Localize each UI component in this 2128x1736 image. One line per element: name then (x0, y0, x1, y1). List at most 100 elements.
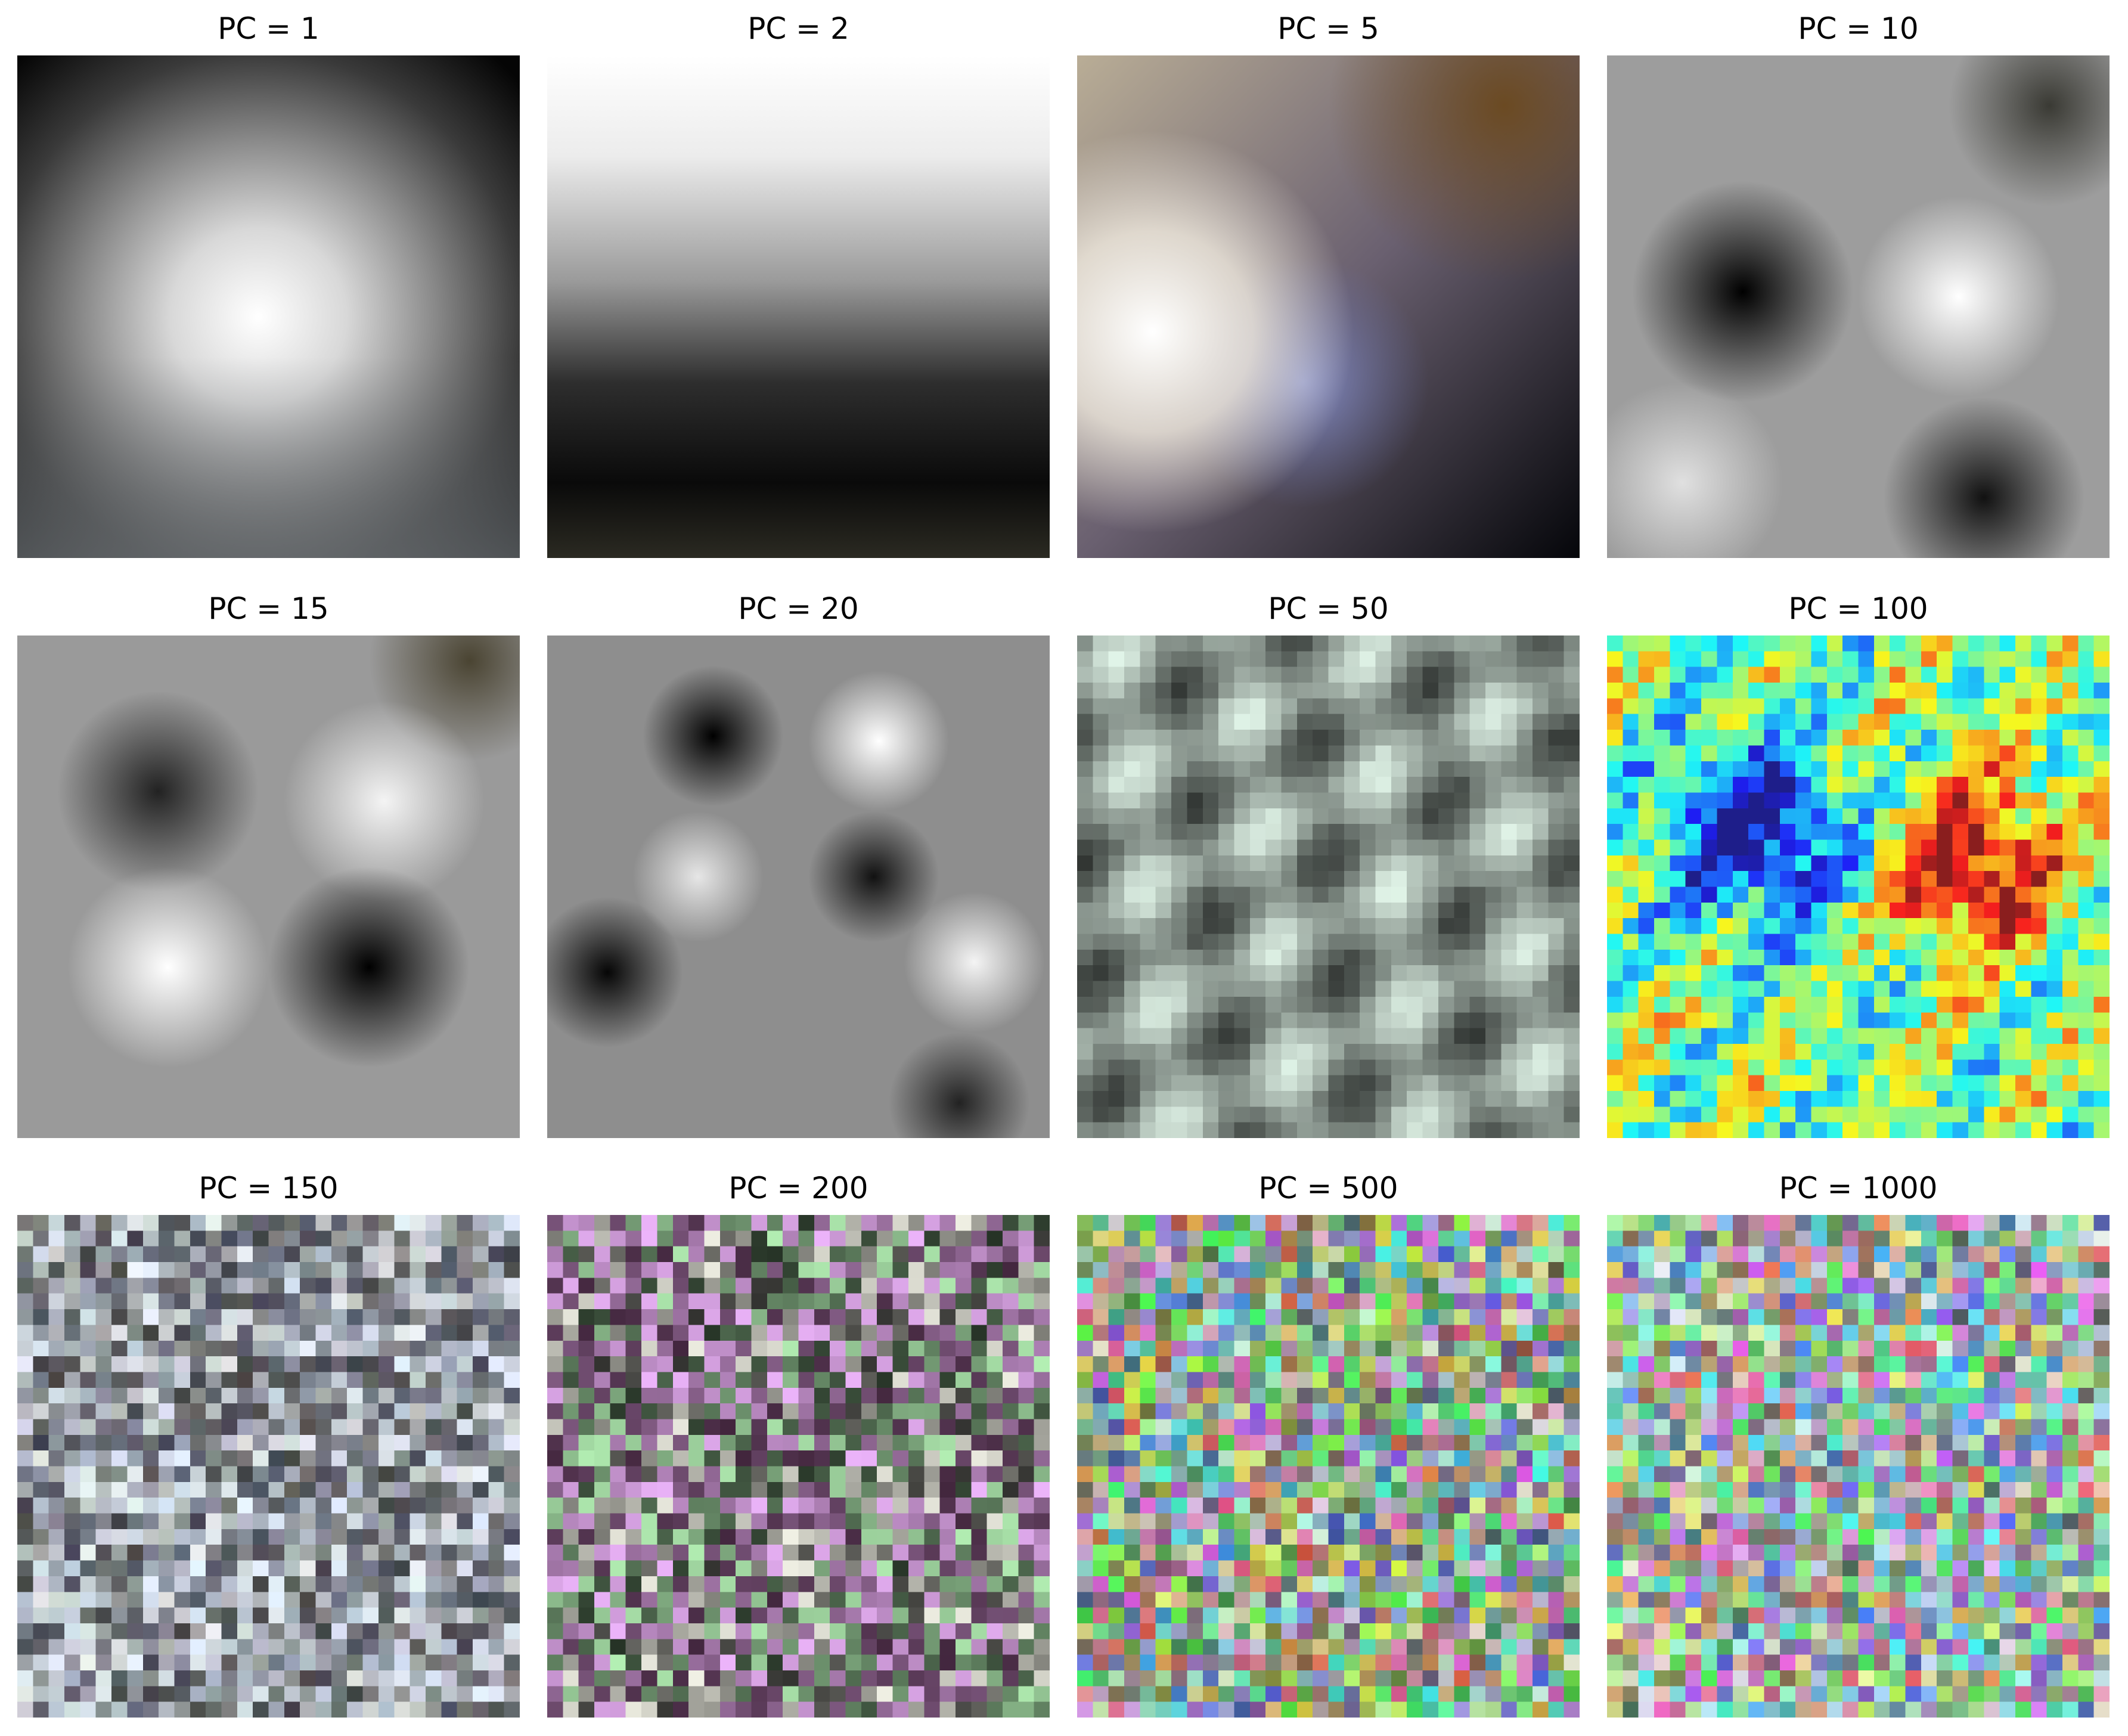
texture-pixel (594, 1576, 610, 1592)
texture-pixel (1779, 855, 1796, 872)
texture-pixel (1764, 886, 1780, 903)
texture-pixel (1984, 1012, 2000, 1029)
texture-pixel (1344, 1028, 1360, 1044)
texture-pixel (1485, 730, 1502, 746)
texture-pixel (1532, 1607, 1549, 1624)
texture-pixel (2031, 1012, 2048, 1029)
texture-pixel (1873, 1075, 1890, 1092)
texture-pixel (1171, 1560, 1187, 1577)
texture-pixel (347, 1639, 364, 1656)
texture-pixel (1265, 1466, 1282, 1483)
texture-pixel (1077, 1466, 1093, 1483)
texture-pixel (362, 1340, 379, 1357)
texture-pixel (672, 1639, 689, 1656)
texture-pixel (1532, 1450, 1549, 1467)
texture-pixel (736, 1450, 752, 1467)
texture-pixel (457, 1278, 473, 1294)
texture-pixel (33, 1592, 49, 1608)
texture-pixel (751, 1419, 768, 1436)
texture-pixel (1454, 1403, 1471, 1419)
texture-pixel (1187, 1560, 1203, 1577)
texture-pixel (80, 1701, 97, 1718)
texture-pixel (845, 1623, 862, 1639)
texture-pixel (1265, 1450, 1282, 1467)
texture-pixel (1034, 1387, 1050, 1404)
texture-pixel (1485, 745, 1502, 762)
texture-pixel (845, 1387, 862, 1404)
texture-pixel (111, 1403, 128, 1419)
texture-pixel (1140, 1043, 1156, 1060)
texture-pixel (1360, 1576, 1376, 1592)
texture-pixel (1984, 871, 2000, 888)
texture-pixel (1124, 1356, 1140, 1372)
texture-pixel (315, 1450, 332, 1467)
texture-pixel (1218, 777, 1234, 793)
texture-pixel (1140, 1592, 1156, 1608)
texture-pixel (1623, 714, 1639, 730)
texture-pixel (362, 1372, 379, 1388)
texture-pixel (1249, 1403, 1266, 1419)
texture-pixel (892, 1498, 909, 1514)
texture-pixel (1764, 761, 1780, 777)
texture-pixel (610, 1592, 626, 1608)
texture-pixel (1249, 981, 1266, 997)
texture-pixel (362, 1701, 379, 1718)
texture-pixel (1748, 1106, 1764, 1123)
texture-pixel (1937, 1122, 1953, 1138)
texture-pixel (253, 1466, 269, 1483)
texture-pixel (1532, 1623, 1549, 1639)
texture-pixel (2031, 824, 2048, 840)
texture-pixel (253, 1230, 269, 1247)
texture-pixel (547, 1639, 563, 1656)
texture-pixel (1018, 1607, 1035, 1624)
texture-pixel (1638, 918, 1655, 935)
texture-pixel (1842, 1059, 1859, 1076)
texture-pixel (767, 1545, 783, 1561)
texture-pixel (1344, 1012, 1360, 1029)
texture-pixel (1858, 996, 1875, 1013)
texture-pixel (1564, 1372, 1580, 1388)
texture-pixel (1438, 1043, 1454, 1060)
texture-pixel (1249, 1278, 1266, 1294)
texture-pixel (80, 1513, 97, 1530)
texture-pixel (955, 1356, 972, 1372)
texture-pixel (672, 1340, 689, 1357)
texture-pixel (378, 1607, 395, 1624)
texture-pixel (1281, 730, 1298, 746)
texture-pixel (1002, 1670, 1019, 1687)
texture-pixel (578, 1340, 595, 1357)
texture-pixel (1905, 996, 1922, 1013)
texture-pixel (1360, 996, 1376, 1013)
texture-pixel (1890, 996, 1906, 1013)
texture-pixel (1811, 761, 1828, 777)
texture-pixel (284, 1434, 300, 1451)
texture-pixel (1485, 918, 1502, 935)
texture-pixel (142, 1481, 159, 1498)
texture-pixel (1313, 1325, 1329, 1341)
texture-pixel (1018, 1686, 1035, 1703)
texture-pixel (1124, 824, 1140, 840)
texture-pixel (736, 1403, 752, 1419)
texture-pixel (284, 1686, 300, 1703)
texture-pixel (1999, 855, 2016, 872)
texture-pixel (1328, 808, 1345, 824)
texture-pixel (394, 1576, 411, 1592)
texture-pixel (1501, 698, 1518, 715)
texture-pixel (17, 1529, 33, 1545)
texture-pixel (80, 1529, 97, 1545)
texture-pixel (472, 1356, 489, 1372)
texture-pixel (1764, 745, 1780, 762)
texture-pixel (95, 1356, 112, 1372)
texture-pixel (1344, 965, 1360, 982)
texture-pixel (111, 1246, 128, 1263)
texture-pixel (1234, 777, 1251, 793)
texture-pixel (1265, 1623, 1282, 1639)
texture-pixel (347, 1701, 364, 1718)
texture-pixel (641, 1481, 657, 1498)
texture-pixel (798, 1481, 815, 1498)
texture-pixel (1516, 918, 1533, 935)
texture-pixel (362, 1545, 379, 1561)
texture-pixel (1249, 1075, 1266, 1092)
texture-pixel (425, 1481, 442, 1498)
texture-pixel (1265, 1043, 1282, 1060)
